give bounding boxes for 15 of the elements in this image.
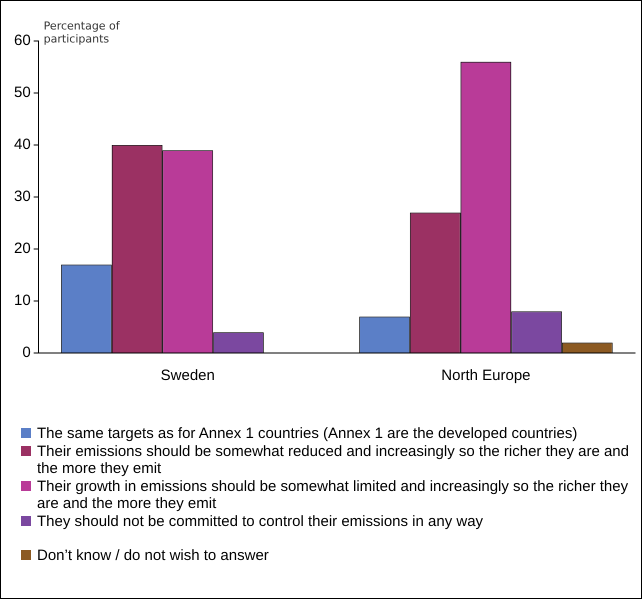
y-tick-label: 40	[14, 136, 31, 154]
legend-label: Don’t know / do not wish to answer	[37, 547, 269, 564]
y-tick-label: 10	[14, 292, 31, 310]
y-tick-label: 60	[14, 32, 31, 50]
y-tick-label: 20	[14, 240, 31, 258]
legend-label: The same targets as for Annex 1 countries (Annex 1 are the developed countries)	[37, 425, 578, 442]
legend-label: Their emissions should be somewhat reduced and increasingly so the richer they are and the more they emit	[37, 442, 630, 478]
legend-label: Their growth in emissions should be somewhat limited and increasingly so the richer they are and the more they emit	[37, 478, 630, 512]
x-tick-label: North Europe	[441, 367, 531, 384]
y-tick-label: 30	[14, 188, 31, 206]
y-axis-title: Percentage of participants	[44, 19, 121, 46]
x-tick-label: Sweden	[160, 367, 215, 384]
y-tick-label: 50	[14, 84, 31, 102]
legend-label: They should not be committed to control their emissions in any way	[37, 512, 484, 530]
y-tick-label: 0	[22, 344, 31, 362]
